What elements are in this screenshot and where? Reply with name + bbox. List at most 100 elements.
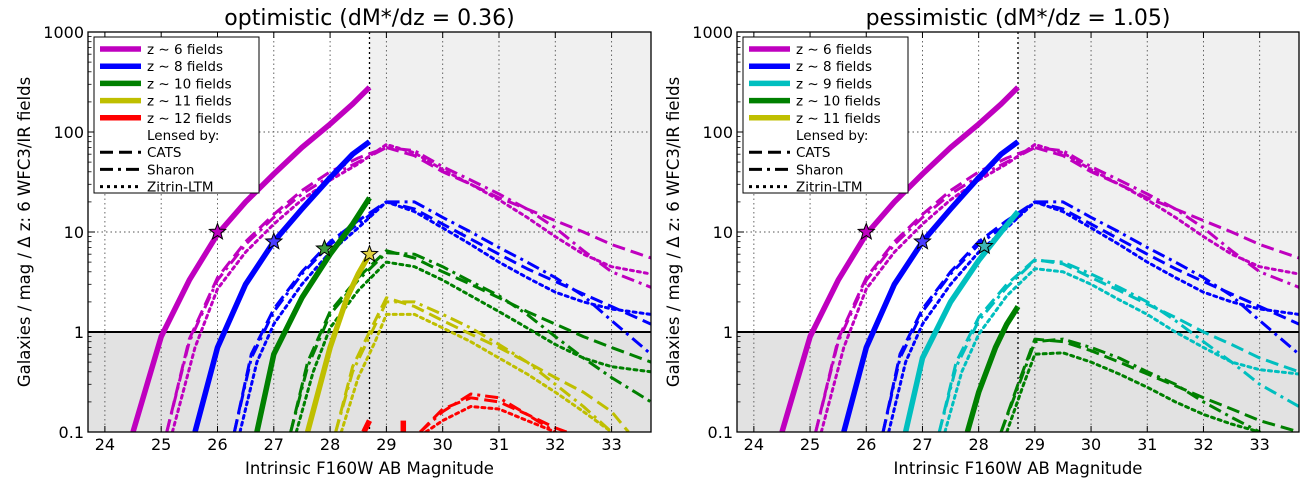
x-tick-label: 28 [968, 435, 988, 454]
legend-label: z ∼ 8 fields [147, 59, 223, 75]
y-tick-label: 1000 [43, 23, 84, 42]
x-tick-label: 29 [1025, 435, 1045, 454]
x-tick-label: 26 [207, 435, 227, 454]
series-line [289, 249, 651, 432]
series-line [819, 143, 1299, 432]
y-tick-label: 100 [53, 123, 84, 142]
series-line [943, 267, 1299, 432]
x-tick-label: 24 [744, 435, 764, 454]
legend-label: Sharon [796, 162, 843, 178]
legend-label: z ∼ 8 fields [796, 59, 872, 75]
legend-box [93, 36, 260, 194]
x-tick-label: 30 [433, 435, 453, 454]
series-line [937, 258, 1299, 432]
star-marker [208, 222, 227, 241]
legend-label: z ∼ 6 fields [147, 42, 223, 58]
y-tick-label: 10 [713, 223, 733, 242]
legend-label: Zitrin-LTM [147, 180, 214, 196]
x-tick-label: 32 [1193, 435, 1213, 454]
y-tick-label: 100 [702, 123, 733, 142]
series-line [999, 337, 1299, 432]
x-tick-label: 27 [264, 435, 284, 454]
series-line [232, 200, 651, 432]
series-line [424, 405, 557, 432]
series-line [881, 200, 1299, 432]
y-axis-label: Galaxies / mag / Δ z: 6 WFC3/IR fields [15, 77, 34, 387]
series-group [130, 85, 651, 432]
series-line [170, 143, 651, 432]
series-line [192, 139, 372, 432]
series-line [289, 251, 651, 432]
star-marker [315, 238, 334, 257]
x-axis-label: Intrinsic F160W AB Magnitude [245, 459, 494, 478]
series-line [937, 258, 1299, 432]
series-line [881, 200, 1299, 432]
legend-box [742, 36, 909, 194]
x-tick-label: 24 [95, 435, 115, 454]
x-tick-label: 25 [800, 435, 820, 454]
series-line [130, 85, 372, 432]
y-tick-label: 0.1 [59, 423, 84, 442]
x-tick-label: 33 [601, 435, 621, 454]
star-marker [856, 222, 876, 241]
legend-label: z ∼ 11 fields [796, 111, 881, 127]
x-tick-label: 31 [1137, 435, 1157, 454]
legend-label: z ∼ 12 fields [147, 111, 232, 127]
legend-lensed-header: Lensed by: [147, 128, 219, 144]
x-tick-label: 26 [856, 435, 876, 454]
legend-lensed-header: Lensed by: [796, 128, 868, 144]
x-tick-label: 31 [489, 435, 509, 454]
star-marker [264, 231, 284, 250]
series-line [304, 252, 372, 432]
legend-label: z ∼ 9 fields [796, 76, 872, 92]
series-line [334, 296, 630, 432]
series-line [902, 209, 1021, 432]
legend-label: z ∼ 11 fields [147, 94, 232, 110]
series-line [238, 200, 651, 432]
series-line [814, 146, 1299, 432]
legend-label: z ∼ 10 fields [147, 76, 232, 92]
series-line [232, 200, 651, 432]
legend-label: CATS [796, 145, 830, 161]
x-tick-label: 25 [151, 435, 171, 454]
y-tick-label: 1000 [692, 23, 733, 42]
x-tick-label: 28 [320, 435, 340, 454]
legend-label: CATS [147, 145, 181, 161]
series-line [841, 139, 1020, 432]
y-tick-label: 1 [74, 323, 84, 342]
y-tick-label: 0.1 [708, 423, 733, 442]
x-tick-label: 33 [1249, 435, 1269, 454]
y-tick-label: 10 [64, 223, 84, 242]
chart-title: pessimistic (dM*/dz = 1.05) [866, 6, 1171, 31]
y-tick-label: 1 [723, 323, 733, 342]
series-line [999, 337, 1261, 432]
series-line [419, 392, 557, 432]
series-line [339, 312, 614, 432]
star-marker [360, 244, 379, 263]
x-tick-label: 27 [912, 435, 932, 454]
series-line [254, 196, 372, 432]
series-line [294, 260, 651, 432]
x-tick-label: 30 [1081, 435, 1101, 454]
series-line [334, 300, 613, 432]
chart-panel-1: 24 25 26 27 28 29 30 31 32 33 0.1 1 10 100 1000 pessimi… [664, 6, 1300, 478]
x-tick-label: 29 [376, 435, 396, 454]
y-axis-label: Galaxies / mag / Δ z: 6 WFC3/IR fields [664, 77, 683, 387]
series-line [887, 200, 1299, 432]
legend-label: z ∼ 6 fields [796, 42, 872, 58]
series-line [964, 305, 1021, 432]
series-line [165, 146, 651, 432]
chart-panel-0: 24 25 26 27 28 29 30 31 32 33 0.1 1 10 100 1000 optimis… [15, 6, 652, 478]
x-tick-label: 32 [545, 435, 565, 454]
star-marker [913, 231, 932, 250]
legend-label: z ∼ 10 fields [796, 94, 881, 110]
chart-title: optimistic (dM*/dz = 0.36) [224, 6, 514, 31]
legend-label: Sharon [147, 162, 194, 178]
star-marker [974, 236, 994, 255]
series-line [361, 419, 372, 432]
series-line [1005, 351, 1262, 432]
